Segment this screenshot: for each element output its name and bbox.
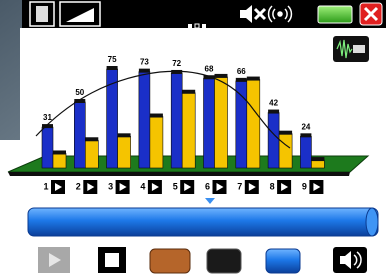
- value-label: 50: [75, 88, 84, 97]
- bar: [215, 77, 228, 168]
- value-label: 75: [108, 55, 117, 64]
- clipboard-icon: [36, 6, 48, 22]
- category-label: 3: [108, 181, 113, 191]
- category-label: 2: [76, 181, 81, 191]
- bar: [74, 102, 85, 168]
- play-row: 1 2 3 4 5 6 7 8 9: [43, 180, 323, 194]
- cylinder: [28, 208, 378, 236]
- value-label: 73: [140, 58, 149, 67]
- category-label: 5: [173, 181, 178, 191]
- value-label: 72: [172, 59, 181, 68]
- value-label: 42: [269, 99, 278, 108]
- bar-cap: [311, 157, 324, 161]
- page: {"chart_data": {"type": "bar", "categori…: [0, 0, 386, 275]
- bar: [182, 93, 195, 168]
- bar: [247, 80, 260, 168]
- category-label: 7: [237, 181, 242, 191]
- bar-cap: [247, 77, 260, 81]
- battery: [318, 6, 352, 23]
- bar: [300, 136, 311, 168]
- bar-cap: [182, 90, 195, 94]
- bar: [171, 73, 182, 168]
- bar: [150, 117, 163, 168]
- platform-edge: [8, 172, 350, 176]
- bar: [118, 136, 131, 168]
- screen: 315075737268664224 123456789: [0, 0, 386, 275]
- value-label: 24: [301, 122, 310, 131]
- bar-cap: [279, 131, 292, 135]
- bar-cap: [139, 69, 150, 73]
- cylinder-end: [366, 208, 378, 236]
- bar: [236, 81, 247, 168]
- bar: [42, 127, 53, 168]
- bar: [53, 153, 66, 168]
- stop-icon: [105, 253, 119, 267]
- bar-cap: [236, 78, 247, 82]
- wood-pipe-button[interactable]: [150, 249, 190, 273]
- bar-cap: [150, 114, 163, 118]
- probe-icon: [353, 45, 365, 53]
- bar-cap: [268, 110, 279, 114]
- bar-cap: [107, 66, 118, 70]
- steel-pipe-button[interactable]: [207, 249, 241, 273]
- category-label: 8: [270, 181, 275, 191]
- category-label: 1: [43, 181, 48, 191]
- category-label: 6: [205, 181, 210, 191]
- value-label: 68: [205, 64, 214, 73]
- plastic-pipe-button[interactable]: [266, 249, 300, 273]
- bar: [311, 160, 324, 168]
- bar: [279, 134, 292, 168]
- bar-cap: [215, 74, 228, 78]
- category-label: 4: [140, 181, 145, 191]
- value-label: 66: [237, 67, 246, 76]
- bar: [268, 113, 279, 168]
- bar: [204, 78, 215, 168]
- bar: [85, 140, 98, 168]
- bar-cap: [85, 137, 98, 141]
- bar-cap: [300, 133, 311, 137]
- bar-cap: [118, 133, 131, 137]
- bar-cap: [53, 150, 66, 154]
- bar: [139, 72, 150, 168]
- bar-cap: [171, 70, 182, 74]
- category-label: 9: [302, 181, 307, 191]
